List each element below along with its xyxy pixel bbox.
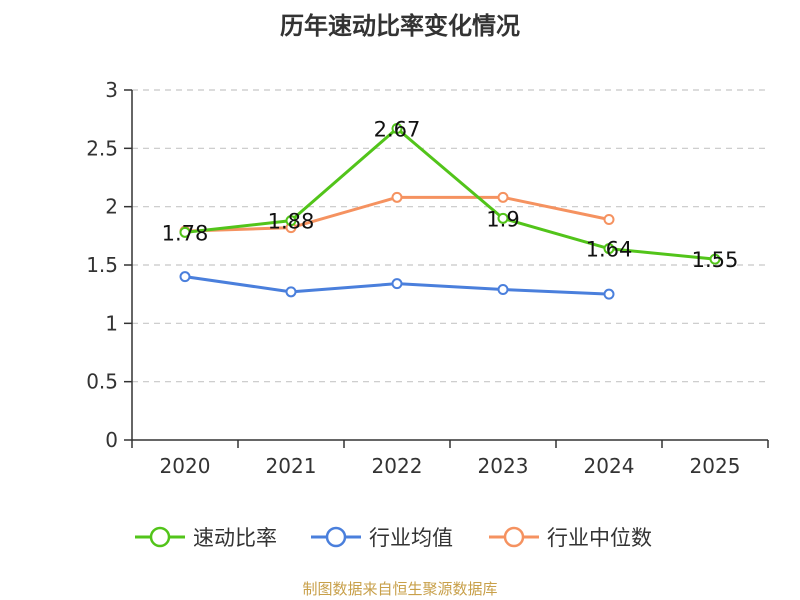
data-labels: 1.78 1.88 2.67 1.9 1.64 1.55: [162, 118, 739, 273]
legend-marker: [149, 526, 171, 548]
data-point[interactable]: [179, 226, 191, 238]
data-source-note: 制图数据来自恒生聚源数据库: [302, 580, 498, 598]
data-point[interactable]: [497, 212, 509, 224]
data-point[interactable]: [285, 286, 297, 298]
x-tick-label: 2024: [584, 454, 635, 478]
data-point[interactable]: [285, 215, 297, 227]
x-tick-label: 2021: [266, 454, 317, 478]
series-lines: [179, 123, 721, 300]
y-tick-label: 2: [105, 195, 118, 219]
legend-marker: [325, 526, 347, 548]
chart-title: 历年速动比率变化情况: [280, 12, 520, 40]
data-point[interactable]: [179, 271, 191, 283]
y-tick-label: 2.5: [86, 136, 118, 160]
grid-lines: [132, 89, 768, 383]
legend-label: 行业中位数: [547, 526, 652, 550]
y-tick-label: 0: [105, 428, 118, 452]
data-label: 1.55: [692, 248, 739, 272]
legend-item[interactable]: 行业均值: [311, 526, 453, 550]
legend-label: 行业均值: [369, 526, 453, 550]
data-label: 1.9: [486, 207, 519, 231]
data-point[interactable]: [497, 191, 509, 203]
data-label: 1.88: [268, 210, 315, 234]
data-point[interactable]: [603, 288, 615, 300]
y-tick-label: 1.5: [86, 253, 118, 277]
x-tick-label: 2020: [160, 454, 211, 478]
data-label: 2.67: [374, 118, 421, 142]
data-point[interactable]: [497, 284, 509, 295]
data-point[interactable]: [391, 123, 403, 134]
data-point[interactable]: [603, 243, 615, 255]
data-point[interactable]: [709, 253, 721, 265]
axes: 0 0.5 1 1.5 2 2.5 3 2020 2021 2022 2023 2024 2025: [86, 78, 769, 478]
x-tick-label: 2025: [690, 454, 741, 478]
data-point[interactable]: [391, 191, 403, 203]
data-label: 1.78: [162, 221, 209, 245]
x-tick-label: 2023: [478, 454, 529, 478]
y-tick-label: 1: [105, 311, 118, 335]
data-point[interactable]: [603, 214, 615, 225]
data-label: 1.64: [586, 238, 633, 262]
legend-item[interactable]: 速动比率: [135, 526, 277, 550]
legend-marker: [503, 526, 525, 548]
legend: 速动比率 行业均值 行业中位数: [135, 526, 652, 550]
data-point[interactable]: [391, 278, 403, 290]
y-tick-label: 3: [105, 78, 118, 102]
legend-label: 速动比率: [193, 526, 277, 550]
x-tick-label: 2022: [372, 454, 423, 478]
series-line-0: [184, 127, 716, 261]
legend-item[interactable]: 行业中位数: [489, 526, 652, 550]
y-tick-label: 0.5: [86, 370, 118, 394]
